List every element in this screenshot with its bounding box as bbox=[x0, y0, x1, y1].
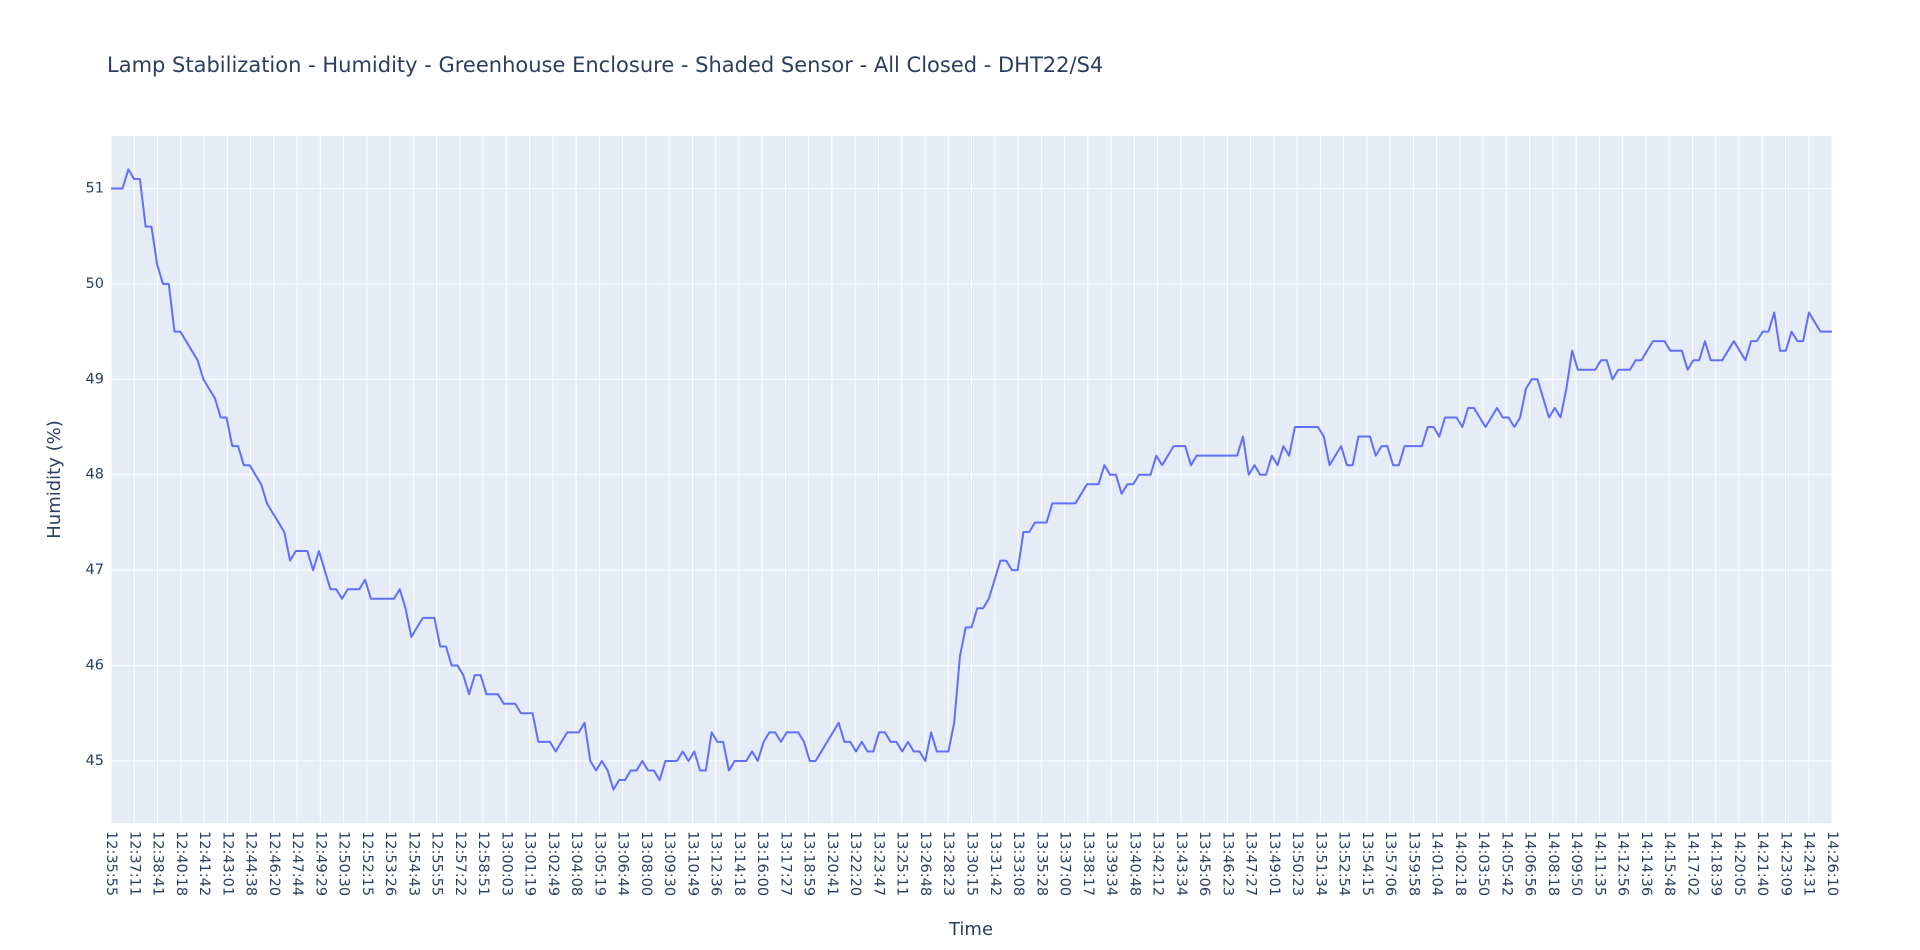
x-tick-label: 14:24:31 bbox=[1801, 831, 1817, 896]
x-tick-label: 12:35:55 bbox=[103, 831, 119, 896]
x-tick-label: 13:47:27 bbox=[1243, 831, 1259, 896]
x-tick-label: 13:30:15 bbox=[964, 831, 980, 896]
x-tick-label: 14:08:18 bbox=[1545, 831, 1561, 896]
x-tick-label: 12:46:20 bbox=[266, 831, 282, 896]
x-tick-label: 13:04:08 bbox=[568, 831, 584, 896]
x-tick-label: 13:23:47 bbox=[870, 831, 886, 896]
x-tick-label: 13:35:28 bbox=[1033, 831, 1049, 896]
x-tick-label: 13:46:23 bbox=[1219, 831, 1235, 896]
x-tick-label: 13:22:20 bbox=[847, 831, 863, 896]
x-tick-label: 13:50:23 bbox=[1289, 831, 1305, 896]
x-tick-label: 13:39:34 bbox=[1103, 831, 1119, 896]
x-tick-label: 12:52:15 bbox=[359, 831, 375, 896]
x-tick-label: 13:57:06 bbox=[1382, 831, 1398, 896]
x-tick-label: 13:12:36 bbox=[708, 831, 724, 896]
x-tick-label: 12:58:51 bbox=[475, 831, 491, 896]
x-tick-label: 12:40:18 bbox=[173, 831, 189, 896]
x-tick-label: 13:05:19 bbox=[591, 831, 607, 896]
x-tick-label: 13:09:30 bbox=[661, 831, 677, 896]
x-tick-label: 12:53:26 bbox=[382, 831, 398, 896]
x-tick-label: 14:17:02 bbox=[1684, 831, 1700, 896]
x-tick-label: 14:26:10 bbox=[1824, 831, 1840, 896]
x-tick-label: 14:21:40 bbox=[1754, 831, 1770, 896]
chart-title: Lamp Stabilization - Humidity - Greenhou… bbox=[107, 53, 1103, 77]
x-tick-label: 12:49:29 bbox=[312, 831, 328, 896]
x-tick-label: 13:40:48 bbox=[1126, 831, 1142, 896]
x-tick-label: 14:20:05 bbox=[1731, 831, 1747, 896]
x-tick-label: 12:43:01 bbox=[219, 831, 235, 896]
x-tick-label: 13:14:18 bbox=[731, 831, 747, 896]
x-tick-label: 13:01:19 bbox=[522, 831, 538, 896]
x-tick-label: 14:18:39 bbox=[1708, 831, 1724, 896]
x-tick-label: 12:50:30 bbox=[336, 831, 352, 896]
x-tick-label: 13:08:00 bbox=[638, 831, 654, 896]
x-tick-label: 13:52:54 bbox=[1336, 831, 1352, 896]
y-tick-label: 48 bbox=[86, 467, 104, 483]
x-tick-label: 14:03:50 bbox=[1475, 831, 1491, 896]
y-gridlines bbox=[111, 187, 1832, 762]
x-tick-label: 13:18:59 bbox=[801, 831, 817, 896]
y-tick-label: 51 bbox=[86, 180, 104, 196]
x-tick-label: 14:23:09 bbox=[1777, 831, 1793, 896]
x-tick-label: 12:38:41 bbox=[150, 831, 166, 896]
y-tick-label: 49 bbox=[86, 371, 104, 387]
x-tick-label: 12:41:42 bbox=[196, 831, 212, 896]
x-tick-label: 13:28:23 bbox=[940, 831, 956, 896]
x-tick-label: 13:02:49 bbox=[545, 831, 561, 896]
x-tick-label: 12:37:11 bbox=[126, 831, 142, 896]
x-tick-label: 14:14:36 bbox=[1638, 831, 1654, 896]
x-tick-label: 13:17:27 bbox=[777, 831, 793, 896]
x-tick-label: 13:25:11 bbox=[894, 831, 910, 896]
y-tick-label: 45 bbox=[86, 753, 104, 769]
y-tick-label: 46 bbox=[86, 658, 104, 674]
x-tick-label: 12:54:43 bbox=[405, 831, 421, 896]
x-tick-label: 14:05:42 bbox=[1498, 831, 1514, 896]
x-tick-label: 12:44:38 bbox=[243, 831, 259, 896]
x-tick-label: 13:37:00 bbox=[1057, 831, 1073, 896]
x-tick-label: 13:42:12 bbox=[1150, 831, 1166, 896]
x-tick-label: 13:10:49 bbox=[684, 831, 700, 896]
y-tick-label: 47 bbox=[86, 562, 104, 578]
x-tick-label: 14:11:35 bbox=[1591, 831, 1607, 896]
x-tick-label: 13:38:17 bbox=[1080, 831, 1096, 896]
x-tick-label: 14:01:04 bbox=[1429, 831, 1445, 896]
x-tick-label: 12:57:22 bbox=[452, 831, 468, 896]
x-tick-label: 13:54:15 bbox=[1359, 831, 1375, 896]
x-tick-label: 13:59:58 bbox=[1405, 831, 1421, 896]
x-tick-label: 14:09:50 bbox=[1568, 831, 1584, 896]
y-axis-title: Humidity (%) bbox=[44, 420, 65, 539]
x-axis-ticks: 12:35:55 12:37:11 12:38:41 12:40:18 12:41:42… bbox=[103, 831, 1840, 896]
x-tick-label: 13:45:06 bbox=[1196, 831, 1212, 896]
x-tick-label: 14:06:56 bbox=[1522, 831, 1538, 896]
x-tick-label: 13:06:44 bbox=[615, 831, 631, 896]
x-tick-label: 13:33:08 bbox=[1010, 831, 1026, 896]
x-tick-label: 12:47:44 bbox=[289, 831, 305, 896]
x-tick-label: 13:00:03 bbox=[498, 831, 514, 896]
humidity-series-line bbox=[111, 168, 1832, 791]
x-tick-label: 13:26:48 bbox=[917, 831, 933, 896]
x-axis-title: Time bbox=[948, 919, 993, 940]
x-tick-label: 13:49:01 bbox=[1266, 831, 1282, 896]
x-tick-label: 13:43:34 bbox=[1173, 831, 1189, 896]
x-tick-label: 14:02:18 bbox=[1452, 831, 1468, 896]
x-tick-label: 13:51:34 bbox=[1312, 831, 1328, 896]
y-axis-ticks: 45 46 47 48 49 50 51 bbox=[86, 180, 104, 769]
y-tick-label: 50 bbox=[86, 276, 104, 292]
x-tick-label: 12:55:55 bbox=[429, 831, 445, 896]
x-tick-label: 14:12:56 bbox=[1615, 831, 1631, 896]
x-tick-label: 13:16:00 bbox=[754, 831, 770, 896]
x-tick-label: 14:15:48 bbox=[1661, 831, 1677, 896]
x-tick-label: 13:31:42 bbox=[987, 831, 1003, 896]
x-gridlines bbox=[110, 136, 1833, 823]
x-tick-label: 13:20:41 bbox=[824, 831, 840, 896]
